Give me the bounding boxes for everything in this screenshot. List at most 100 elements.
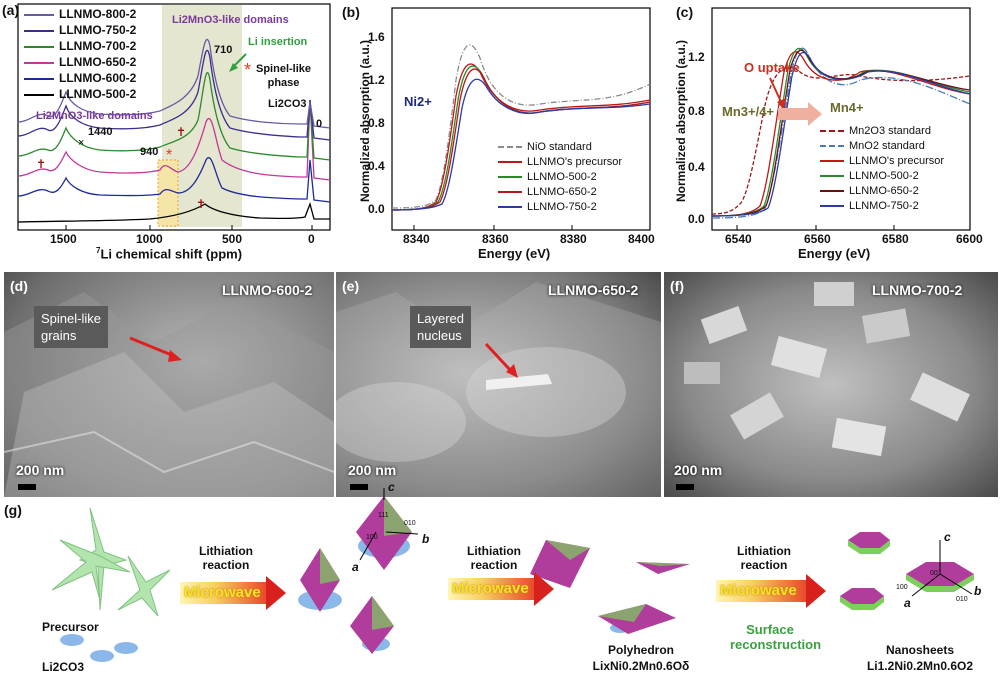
facet-100-label-2: 100 [896,584,908,591]
x-tick-label: 1000 [136,232,163,246]
trace-700 [17,71,331,161]
x-tick-label: 0 [308,232,315,246]
annotation-mn34: Mn3+/4+ [722,104,775,119]
microwave-arrow-1: Microwave [180,576,286,610]
panel-e-label: (e) [342,278,360,294]
nanosheets-label: Nanosheets Li1.2Ni0.2Mn0.6O2 [866,643,974,673]
panel-b-label: (b) [342,4,360,20]
y-tick-label: 0.0 [688,212,705,226]
precursor-crystals [51,507,171,617]
trace-650 [17,99,331,181]
annotation-spinel: Spinel-like phase [256,63,312,89]
legend-item-650: LLNMO-650-2 [498,185,622,200]
curve-750 [711,51,971,217]
x-axis-label: Energy (eV) [798,246,871,261]
panel-a-label: (a) [2,2,20,18]
axis-b-label-1: b [422,532,430,546]
polyhedron-label: Polyhedron LixNi0.2Mn0.6Oδ [592,643,690,673]
annotation-li2co3: Li2CO3 [268,98,307,110]
o-uptake-arrow [769,77,783,105]
x-tick-label: 8380 [560,232,587,246]
axis-a-label-1: a [352,560,359,574]
precursor-label: Precursor [42,620,99,634]
axis-c-label-2: c [944,530,951,544]
panel-d-title: LLNMO-600-2 [222,282,313,298]
microwave-arrow-3: Microwave [716,574,826,608]
dagger-marker-2: ✝ [176,125,186,139]
curve-precursor [391,63,651,211]
annotation-li-insertion: Li insertion [248,36,308,48]
legend-item-750: LLNMO-750-2 [498,200,622,215]
panel-a-frame [17,3,331,231]
trace-600 [17,157,331,203]
axis-c-label-1: c [388,480,395,494]
panel-e-title: LLNMO-650-2 [548,282,639,298]
legend-item-500: LLNMO-500-2 [498,170,622,185]
y-tick-label: 0.4 [688,160,705,174]
curve-mn2o3 [711,66,971,215]
polyhedra-stage-3 [530,540,690,634]
arrow-spinel-grains [129,336,182,362]
trace-750 [17,49,331,141]
legend-item-500: LLNMO-500-2 [24,86,136,102]
cross-marker: × [78,137,84,149]
x-tick-label: 8360 [482,232,509,246]
panel-f-label: (f) [670,278,684,294]
curve-750 [391,78,651,211]
peak-label-0: 0 [316,118,323,130]
scale-label-f: 200 nm [674,462,723,478]
legend-item-precursor: LLNMO's precursor [498,155,622,170]
arrow-layered-nucleus [484,342,518,378]
panel-b-legend: NiO standard LLNMO's precursor LLNMO-500… [498,140,622,215]
y-tick-label: 0.4 [368,159,385,173]
legend-item-mno2: MnO2 standard [820,139,944,154]
panel-c-legend: Mn2O3 standard MnO2 standard LLNMO's pre… [820,124,944,214]
facet-001-label: 001 [930,570,942,577]
y-tick-label: 1.2 [688,50,705,64]
legend-item-nio: NiO standard [498,140,622,155]
legend-item-800: LLNMO-800-2 [24,6,136,22]
scale-bar-f [676,484,694,490]
legend-item-650: LLNMO-650-2 [24,54,136,70]
callout-layered-nucleus: Layered nucleus [410,306,471,348]
dagger-marker-1: ✝ [36,157,46,171]
x-tick-label: 6600 [956,232,983,246]
axis-a-label-2: a [904,596,911,610]
legend-item-600: LLNMO-600-2 [24,70,136,86]
peak-label-1440: 1440 [88,126,113,138]
x-axis-label: 7Li chemical shift (ppm) [96,246,243,262]
trace-800 [17,38,331,129]
y-tick-label: 1.2 [368,73,385,87]
x-tick-label: 8400 [628,232,655,246]
step-1-text: Lithiation reaction [199,544,253,572]
y-tick-label: 0.0 [368,202,385,216]
surface-reconstruction-text: Surface reconstruction [730,622,822,652]
star-marker-940: * [166,147,172,164]
sem-panel-e: (e) LLNMO-650-2 Layered nucleus 200 nm [336,272,661,497]
scale-bar-d [18,484,36,490]
x-tick-label: 1500 [50,232,77,246]
scale-label-e: 200 nm [348,462,397,478]
octahedra-stage-2 [298,488,419,654]
trace-500 [17,201,330,223]
legend-item-mn2o3: Mn2O3 standard [820,124,944,139]
star-marker-spinel: * [244,60,251,80]
x-tick-label: 500 [222,232,243,246]
legend-item-precursor: LLNMO's precursor [820,154,944,169]
facet-100-label-1: 100 [366,534,378,541]
curve-nio [391,44,651,209]
panel-g-label: (g) [4,502,22,518]
sem-panel-f: (f) LLNMO-700-2 200 nm [664,272,998,497]
legend-item-700: LLNMO-700-2 [24,38,136,54]
annotation-domains-left: Li2MnO3-like domains [36,110,153,122]
axis-b-label-2: b [974,584,982,598]
x-tick-label: 8340 [403,232,430,246]
facet-010-label-1: 010 [404,520,416,527]
step-2-text: Lithiation reaction [467,544,521,572]
scale-bar-e [350,484,368,490]
legend-item-500: LLNMO-500-2 [820,169,944,184]
